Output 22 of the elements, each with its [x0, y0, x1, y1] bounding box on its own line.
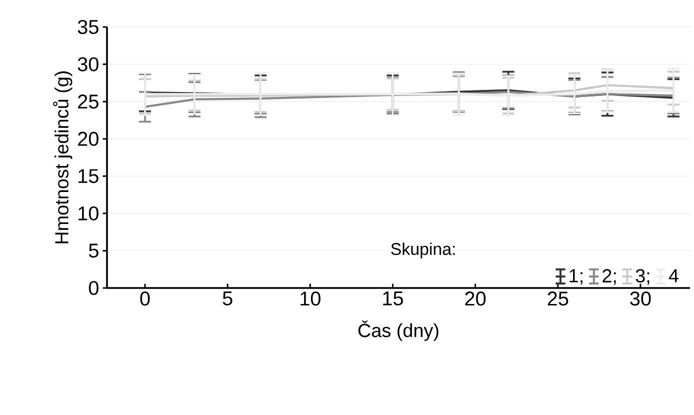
y-tick-label: 20	[78, 132, 98, 146]
y-tick-label: 35	[78, 20, 98, 34]
x-tick-label: 15	[383, 292, 403, 306]
y-tick-label: 15	[78, 169, 98, 184]
y-tick-label: 10	[78, 206, 98, 220]
x-tick-label: 25	[548, 292, 568, 306]
x-tick-label: 20	[465, 292, 486, 306]
y-tick-label: 30	[78, 57, 98, 72]
y-tick-label: 0	[88, 280, 98, 296]
y-axis-title: Hmotnost jedinců (g)	[53, 71, 72, 244]
y-tick-label: 5	[88, 244, 98, 258]
legend-label: 3;	[636, 269, 650, 285]
legend-label: 2;	[602, 269, 616, 285]
x-tick-label: 5	[222, 292, 232, 306]
x-axis-title: Čas (dny)	[358, 320, 438, 341]
legend-label: 1;	[570, 269, 582, 285]
y-tick-label: 25	[78, 94, 98, 109]
x-tick-label: 10	[300, 292, 320, 306]
x-tick-label: 30	[630, 292, 651, 306]
x-tick-label: 0	[140, 292, 150, 306]
legend-title: Skupina:	[391, 242, 455, 258]
legend-label: 4	[668, 269, 678, 282]
